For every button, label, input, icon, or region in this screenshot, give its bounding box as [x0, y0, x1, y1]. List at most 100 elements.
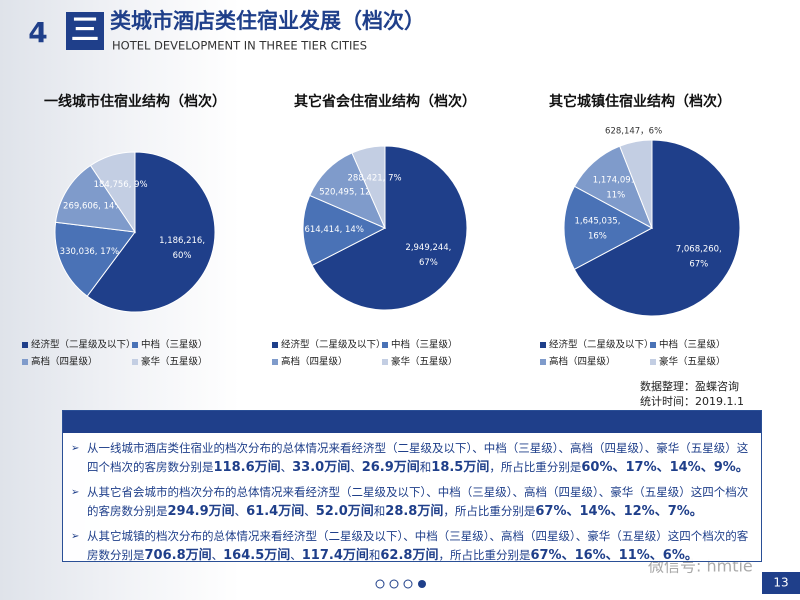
- data-label: 7,068,260,: [676, 245, 722, 255]
- pie-slice: [309, 152, 386, 229]
- legend-label: 高档（四星级）: [31, 356, 98, 368]
- chart-title: 其它省会住宿业结构（档次）: [294, 93, 476, 110]
- note-paragraph: 从其它省会城市的档次分布的总体情况来看经济型（二星级及以下）、中档（三星级）、高…: [71, 483, 751, 521]
- note-highlight: 62.8万间: [380, 548, 439, 563]
- data-label: 269,606, 14%: [63, 201, 122, 211]
- pager-dot[interactable]: [403, 579, 413, 589]
- legend-label: 豪华（五星级）: [141, 356, 208, 368]
- legend-label: 豪华（五星级）: [391, 356, 458, 368]
- data-label: 520,495, 12%: [319, 188, 378, 198]
- pager-dot[interactable]: [375, 579, 385, 589]
- pie-slice: [311, 145, 468, 311]
- note-highlight: 164.5万间: [223, 548, 291, 563]
- legend-swatch: [22, 342, 28, 348]
- data-label: 11%: [606, 191, 625, 201]
- legend-swatch: [650, 359, 656, 365]
- note-text: 、: [350, 460, 362, 474]
- slide-subtitle: HOTEL DEVELOPMENT IN THREE TIER CITIES: [112, 39, 367, 53]
- page-number: 13: [773, 576, 788, 590]
- note-text: 、: [280, 460, 293, 474]
- note-paragraph: 从一线城市酒店类住宿业的档次分布的总体情况来看经济型（二星级及以下）、中档（三星…: [71, 439, 751, 477]
- note-highlight: 67%、14%、12%、7%。: [535, 504, 703, 519]
- legend-swatch: [650, 342, 656, 348]
- legend-label: 高档（四星级）: [281, 356, 348, 368]
- source-date: 统计时间：2019.1.1: [640, 395, 744, 408]
- note-highlight: 117.4万间: [301, 548, 369, 563]
- title-icon: 三: [71, 13, 99, 46]
- legend-label: 豪华（五星级）: [659, 356, 726, 368]
- legend-label: 经济型（二星级及以下）: [549, 339, 654, 351]
- note-text: 从一线城市酒店类住宿业的档次分布的总体情况来看经济型（二星级及以下）、中档（三星…: [87, 441, 749, 474]
- chart-title: 一线城市住宿业结构（档次）: [44, 93, 226, 110]
- note-text: ，所占比重分别是: [489, 460, 582, 474]
- legend-label: 经济型（二星级及以下）: [31, 339, 136, 351]
- data-label: 628,147，6%: [605, 127, 662, 137]
- pie-slice: [351, 145, 386, 229]
- pager-dot[interactable]: [418, 580, 426, 588]
- note-highlight: 67%、16%、11%、6%。: [530, 548, 698, 563]
- notes-header-bar: [63, 411, 761, 433]
- notes-box: 从一线城市酒店类住宿业的档次分布的总体情况来看经济型（二星级及以下）、中档（三星…: [62, 410, 762, 565]
- pie-slice: [573, 139, 741, 317]
- note-text: ，所占比重分别是: [443, 504, 536, 518]
- legend-swatch: [382, 359, 388, 365]
- note-highlight: 52.0万间: [315, 504, 374, 519]
- note-text: 从其它省会城市的档次分布的总体情况来看经济型（二星级及以下）、中档（三星级）、高…: [87, 485, 749, 518]
- legend-swatch: [272, 359, 278, 365]
- data-label: 330,036, 17%: [60, 247, 119, 257]
- icon-box: [66, 12, 104, 50]
- legend-swatch: [540, 359, 546, 365]
- chart-title: 其它城镇住宿业结构（档次）: [549, 93, 731, 110]
- note-text: 和: [419, 460, 432, 474]
- note-highlight: 61.4万间: [246, 504, 305, 519]
- legend-label: 中档（三星级）: [391, 339, 458, 351]
- note-text: 、: [304, 504, 316, 518]
- data-label: 1,645,035,: [574, 216, 620, 226]
- pie-slice: [563, 185, 654, 271]
- legend-swatch: [22, 359, 28, 365]
- section-number: 4: [28, 16, 47, 49]
- data-label: 288,421, 7%: [348, 174, 402, 184]
- data-label: 184,756, 9%: [94, 180, 148, 190]
- source: 数据整理：盈蝶咨询: [640, 379, 739, 393]
- data-label: 67%: [689, 260, 708, 270]
- note-highlight: 26.9万间: [361, 460, 420, 475]
- legend-swatch: [132, 359, 138, 365]
- pie-slice: [619, 139, 653, 229]
- note-paragraph: 从其它城镇的档次分布的总体情况来看经济型（二星级及以下）、中档（三星级）、高档（…: [71, 527, 751, 565]
- legend-swatch: [132, 342, 138, 348]
- legend-label: 高档（四星级）: [549, 356, 616, 368]
- note-text: 、: [290, 548, 302, 562]
- data-label: 60%: [173, 251, 192, 261]
- pager-dot[interactable]: [389, 579, 399, 589]
- note-highlight: 294.9万间: [167, 504, 235, 519]
- note-highlight: 60%、17%、14%、9%。: [581, 460, 749, 475]
- page-number-box: [762, 572, 800, 594]
- legend-swatch: [272, 342, 278, 348]
- data-label: 1,174,091,: [593, 176, 639, 186]
- note-text: 和: [373, 504, 386, 518]
- legend-swatch: [382, 342, 388, 348]
- data-label: 614,414, 14%: [304, 225, 363, 235]
- pie-slice: [302, 194, 387, 267]
- legend-label: 中档（三星级）: [141, 339, 208, 351]
- legend-swatch: [540, 342, 546, 348]
- note-text: 从其它城镇的档次分布的总体情况来看经济型（二星级及以下）、中档（三星级）、高档（…: [87, 529, 749, 562]
- note-text: 、: [211, 548, 224, 562]
- note-text: 、: [234, 504, 247, 518]
- pie-slice: [55, 164, 137, 233]
- legend-label: 中档（三星级）: [659, 339, 726, 351]
- note-highlight: 28.8万间: [385, 504, 444, 519]
- note-highlight: 118.6万间: [213, 460, 281, 475]
- data-label: 1,186,216,: [159, 236, 205, 246]
- legend-label: 经济型（二星级及以下）: [281, 339, 386, 351]
- note-text: 和: [368, 548, 381, 562]
- note-highlight: 706.8万间: [144, 548, 212, 563]
- data-label: 16%: [588, 231, 607, 241]
- note-highlight: 18.5万间: [431, 460, 490, 475]
- data-label: 67%: [419, 258, 438, 268]
- pie-slice: [89, 151, 136, 234]
- pie-slice: [86, 151, 216, 313]
